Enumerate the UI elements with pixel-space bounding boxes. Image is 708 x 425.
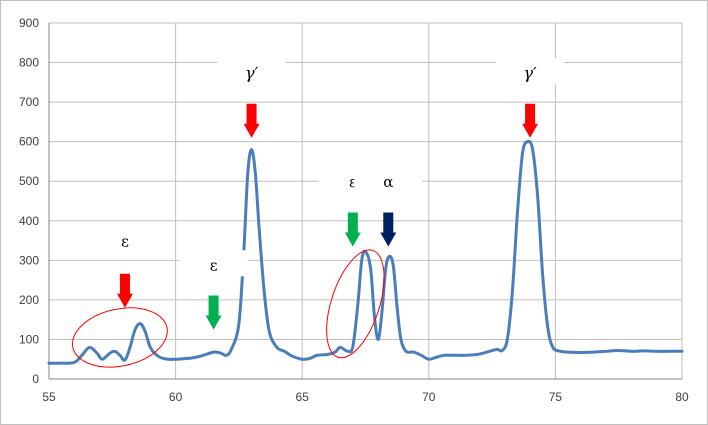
y-tick-label: 100: [19, 332, 39, 346]
x-tick-label: 80: [675, 390, 689, 404]
highlight-circles: [71, 249, 385, 368]
y-tick-label: 600: [19, 135, 39, 149]
annotation-label: γ′: [245, 63, 259, 82]
peak-annotations: ε ε γ′ ε α γ′: [90, 58, 565, 330]
y-tick-label: 700: [19, 95, 39, 109]
x-tick-label: 70: [422, 390, 436, 404]
annotation-label: ε: [121, 233, 129, 251]
annotation-arrow: [205, 295, 222, 330]
annotation-label-box: [496, 58, 565, 85]
x-tick-label: 60: [169, 390, 183, 404]
annotation-label-box: [217, 58, 286, 85]
annotation-arrow: [380, 212, 397, 247]
annotation-label-box: [90, 226, 159, 253]
x-tick-labels: 55 60 65 70 75 80: [42, 390, 689, 404]
annotation-label: α: [383, 173, 393, 191]
x-tick-label: 55: [42, 390, 56, 404]
annotation-arrow: [243, 103, 260, 138]
series-layer: [47, 139, 684, 365]
x-tick-label: 75: [549, 390, 563, 404]
y-tick-label: 0: [32, 372, 39, 386]
y-tick-label: 400: [19, 214, 39, 228]
highlight-ellipse: [326, 249, 385, 359]
axes: [48, 23, 682, 380]
y-tick-label: 900: [19, 16, 39, 30]
annotation-arrow: [116, 273, 133, 308]
series-line: [47, 139, 684, 365]
y-tick-label: 800: [19, 56, 39, 70]
highlight-ellipse: [71, 307, 168, 368]
annotation-arrow: [344, 212, 361, 247]
y-tick-label: 300: [19, 253, 39, 267]
annotation-label: ε: [349, 173, 357, 191]
y-tick-label: 500: [19, 174, 39, 188]
x-tick-label: 65: [296, 390, 310, 404]
annotation-label-box: [354, 167, 423, 194]
annotation-arrow: [522, 103, 539, 138]
y-tick-label: 200: [19, 293, 39, 307]
gridlines: [49, 22, 683, 379]
annotation-label: ε: [210, 256, 218, 274]
y-tick-labels: 0 100 200 300 400 500 600 700 800 900: [19, 16, 39, 386]
annotation-label: γ′: [523, 63, 537, 82]
annotation-label-box: [179, 250, 248, 277]
